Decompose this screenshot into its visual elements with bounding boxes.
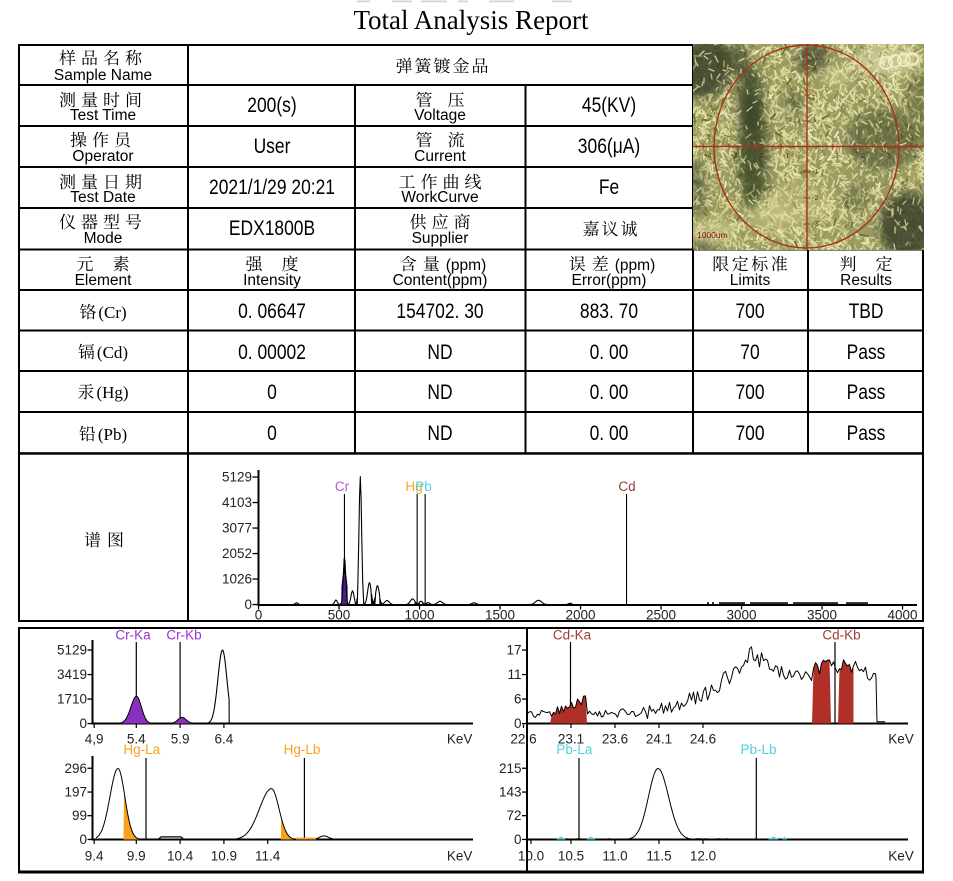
svg-text:4103: 4103 (222, 495, 252, 510)
svg-text:5129: 5129 (222, 470, 252, 485)
svg-text:9.9: 9.9 (127, 849, 146, 864)
svg-text:-3: -3 (812, 219, 819, 228)
svg-text:Hg-La: Hg-La (123, 742, 160, 757)
svg-text:215: 215 (499, 761, 522, 776)
svg-text:-1: -1 (783, 151, 790, 160)
svg-text:3500: 3500 (807, 608, 837, 623)
svg-text:1710: 1710 (57, 692, 87, 707)
svg-text:5.4: 5.4 (127, 732, 146, 747)
svg-text:23.6: 23.6 (602, 732, 628, 747)
svg-text:72: 72 (506, 808, 521, 823)
svg-text:1: 1 (812, 115, 816, 124)
svg-text:0: 0 (79, 716, 87, 731)
svg-text:Pb-La: Pb-La (556, 742, 593, 757)
svg-text:Pb: Pb (415, 479, 432, 494)
svg-text:0: 0 (255, 608, 263, 623)
svg-text:-4: -4 (705, 151, 712, 160)
svg-text:Hg: Hg (405, 479, 422, 494)
svg-text:3419: 3419 (57, 667, 87, 682)
svg-text:3077: 3077 (222, 521, 252, 536)
svg-text:Hg-Lb: Hg-Lb (284, 742, 321, 757)
svg-text:KeV: KeV (888, 849, 914, 864)
svg-text:296: 296 (64, 761, 87, 776)
svg-text:KeV: KeV (447, 732, 473, 747)
svg-text:3: 3 (812, 63, 816, 72)
svg-text:4,9: 4,9 (85, 732, 104, 747)
svg-text:2: 2 (861, 151, 865, 160)
svg-text:0: 0 (514, 716, 522, 731)
svg-text:1500: 1500 (485, 608, 515, 623)
svg-text:2000: 2000 (565, 608, 595, 623)
svg-text:11: 11 (507, 667, 521, 682)
svg-text:1026: 1026 (222, 572, 252, 587)
svg-text:17: 17 (506, 643, 521, 658)
svg-text:24.1: 24.1 (646, 732, 672, 747)
svg-text:2052: 2052 (222, 546, 252, 561)
svg-text:KeV: KeV (447, 849, 473, 864)
svg-text:Pb-Lb: Pb-Lb (740, 742, 776, 757)
svg-text:3000: 3000 (726, 608, 756, 623)
svg-text:1000um: 1000um (697, 230, 728, 240)
svg-text:11.0: 11.0 (602, 849, 627, 864)
svg-text:11.5: 11.5 (646, 849, 671, 864)
svg-text:99: 99 (72, 808, 87, 823)
svg-text:-2: -2 (757, 151, 764, 160)
svg-text:1000: 1000 (404, 608, 434, 623)
svg-text:Cd-Ka: Cd-Ka (553, 628, 592, 643)
svg-text:10.9: 10.9 (211, 849, 237, 864)
svg-text:24.6: 24.6 (690, 732, 716, 747)
svg-text:1: 1 (835, 151, 839, 160)
svg-text:Cr-Ka: Cr-Ka (115, 628, 151, 643)
svg-text:5129: 5129 (57, 643, 87, 658)
svg-text:5.9: 5.9 (171, 732, 190, 747)
svg-text:23.1: 23.1 (558, 732, 584, 747)
svg-text:Cd: Cd (618, 479, 635, 494)
svg-text:2500: 2500 (646, 608, 676, 623)
svg-text:10.0: 10.0 (518, 849, 544, 864)
svg-text:0: 0 (79, 832, 87, 847)
svg-text:11.4: 11.4 (255, 849, 281, 864)
svg-text:3: 3 (887, 151, 891, 160)
svg-text:0: 0 (514, 832, 522, 847)
svg-text:6.4: 6.4 (215, 732, 234, 747)
svg-text:-1: -1 (812, 167, 819, 176)
svg-text:197: 197 (64, 785, 87, 800)
svg-text:-2: -2 (812, 193, 819, 202)
svg-text:Cr-Kb: Cr-Kb (166, 628, 201, 643)
svg-text:143: 143 (499, 785, 522, 800)
svg-text:Cr: Cr (335, 479, 350, 494)
svg-text:12.0: 12.0 (690, 849, 716, 864)
svg-text:9.4: 9.4 (85, 849, 104, 864)
svg-text:10.4: 10.4 (167, 849, 194, 864)
svg-text:10.5: 10.5 (558, 849, 584, 864)
svg-text:6: 6 (514, 692, 522, 707)
svg-text:KeV: KeV (888, 732, 914, 747)
svg-text:2: 2 (812, 89, 816, 98)
svg-text:-3: -3 (731, 151, 738, 160)
svg-text:Cd-Kb: Cd-Kb (822, 628, 860, 643)
svg-text:0: 0 (244, 597, 252, 612)
svg-text:22.6: 22.6 (510, 732, 536, 747)
svg-text:500: 500 (328, 608, 351, 623)
svg-text:4000: 4000 (887, 608, 917, 623)
svg-text:4: 4 (913, 151, 917, 160)
